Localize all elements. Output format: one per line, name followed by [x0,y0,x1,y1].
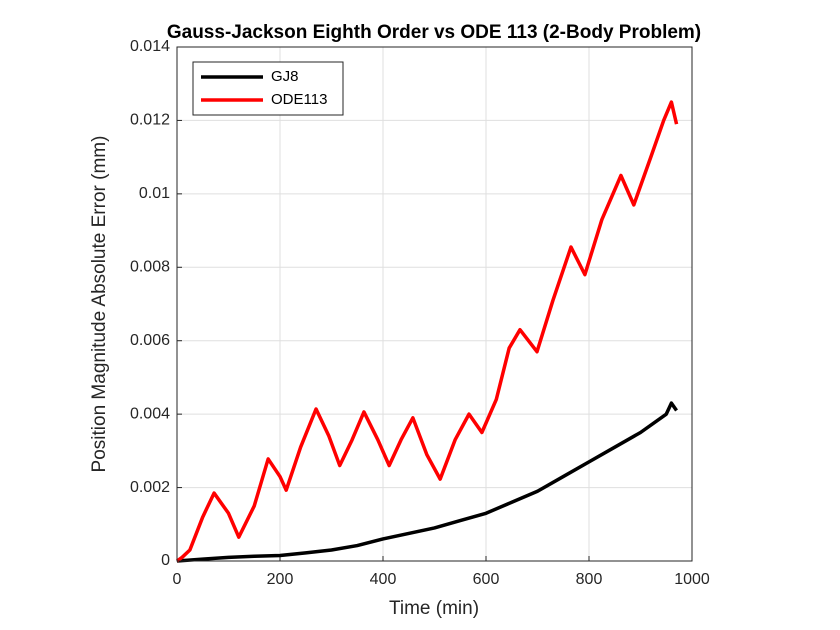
y-tick-label: 0.014 [130,38,170,55]
data-line [175,100,679,563]
x-tick-label: 600 [473,571,500,588]
x-tick-label: 400 [370,571,397,588]
chart-title: Gauss-Jackson Eighth Order vs ODE 113 (2… [167,22,701,43]
x-tick-label: 1000 [674,571,710,588]
y-tick-label: 0.008 [130,259,170,276]
data-line [176,401,678,563]
y-tick-label: 0.006 [130,332,170,349]
x-tick-label: 800 [576,571,603,588]
legend-label: GJ8 [271,68,299,85]
y-tick-label: 0.012 [130,112,170,129]
y-tick-label: 0 [161,552,170,569]
y-tick-label: 0.002 [130,479,170,496]
x-axis-label: Time (min) [389,598,479,619]
legend: GJ8 ODE113 [192,61,344,116]
plot-frame [176,46,693,562]
y-tick-label: 0.01 [139,185,170,202]
legend-label: ODE113 [271,91,327,108]
y-axis-label: Position Magnitude Absolute Error (mm) [89,136,110,473]
plot-lines [175,100,679,563]
y-tick-label: 0.004 [130,405,170,422]
legend-box [192,61,344,116]
x-tick-label: 200 [267,571,294,588]
x-tick-label: 0 [173,571,182,588]
